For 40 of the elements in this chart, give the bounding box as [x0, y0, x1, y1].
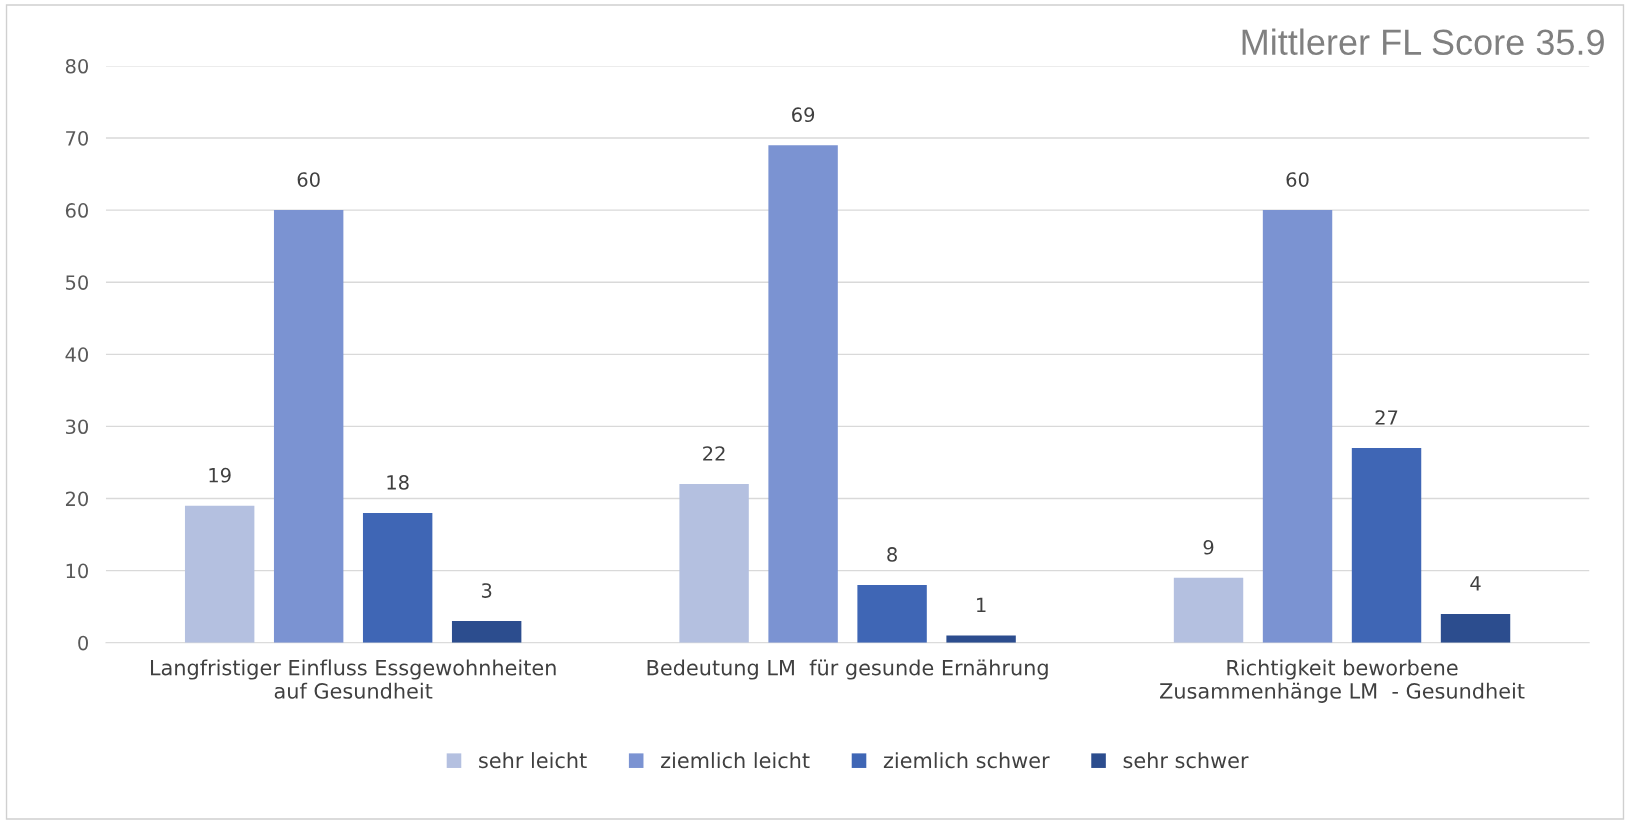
bar: [184, 505, 255, 643]
y-tick-label: 30: [66, 419, 88, 435]
legend-label: ziemlich schwer: [883, 752, 1050, 769]
data-label: 8: [887, 547, 897, 562]
y-tick-label: 40: [65, 347, 88, 362]
y-tick-label: 80: [65, 58, 88, 74]
bar: [1351, 448, 1422, 643]
bar: [679, 484, 749, 643]
data-label: 27: [1375, 410, 1398, 425]
legend-label: sehr leicht: [479, 752, 587, 769]
data-label: 4: [1470, 576, 1481, 591]
bar: [273, 210, 344, 643]
chart-title: Mittlerer FL Score 35.9: [1242, 28, 1604, 56]
x-tick-label: Langfristiger Einfluss Essgewohnheiten auf Gesundheit: [150, 659, 556, 699]
bar: [768, 145, 838, 643]
legend-label: sehr schwer: [1123, 752, 1249, 769]
legend-label: ziemlich leicht: [661, 752, 810, 769]
bar: [451, 621, 522, 643]
bar: [362, 512, 433, 643]
y-tick-label: 10: [66, 563, 88, 579]
x-tick-label: Richtigkeit beworbene Zusammenhänge LM - Gesundheit: [1160, 659, 1525, 703]
data-label: 60: [1286, 172, 1309, 187]
data-label: 22: [703, 446, 725, 461]
y-tick-label: 0: [78, 635, 88, 651]
data-label: 69: [792, 107, 815, 123]
y-tick-label: 60: [65, 203, 88, 218]
data-label: 3: [481, 583, 492, 598]
y-tick-label: 50: [66, 275, 88, 290]
data-label: 9: [1203, 539, 1214, 555]
data-label: 60: [297, 172, 320, 187]
x-tick-label: Bedeutung LM für gesunde Ernährung: [647, 659, 1048, 680]
data-label: 18: [387, 475, 409, 490]
bar: [1262, 210, 1333, 643]
data-label: 1: [977, 597, 986, 613]
data-label: 19: [209, 467, 231, 483]
bar: [1440, 613, 1511, 643]
bar: [1173, 577, 1244, 643]
y-tick-label: 20: [65, 491, 88, 507]
bar: [857, 585, 927, 643]
y-tick-label: 70: [66, 130, 88, 146]
